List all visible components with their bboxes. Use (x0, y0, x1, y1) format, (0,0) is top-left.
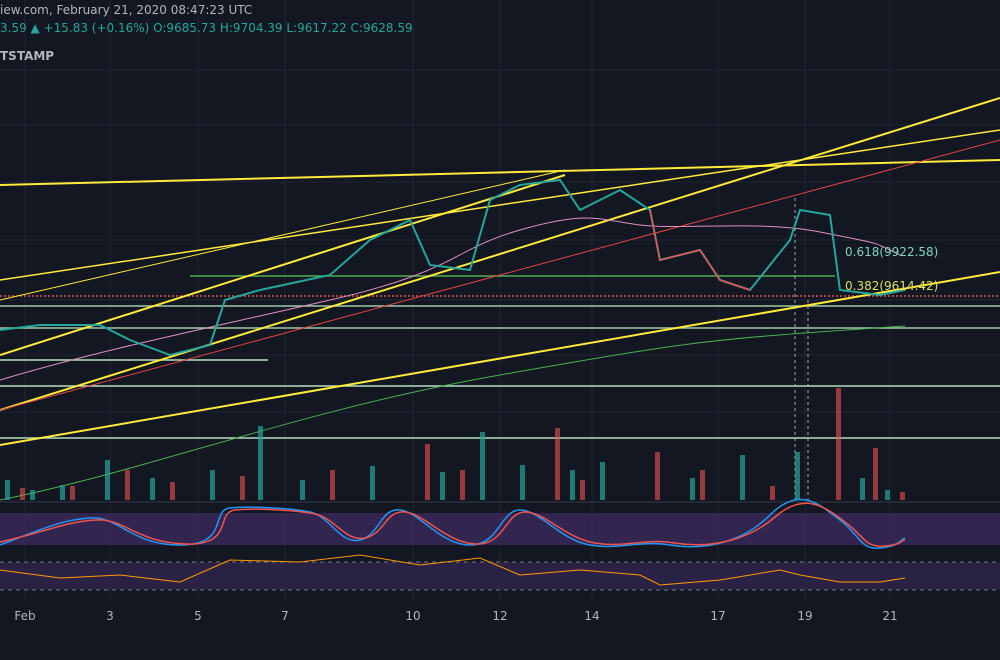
stoch-band (0, 513, 1000, 545)
stoch-d (0, 502, 906, 547)
exchange: TSTAMP (0, 49, 54, 63)
fib-label: 0.618(9922.58) (845, 245, 938, 259)
source-line: iew.com, February 21, 2020 08:47:23 UTC (0, 3, 252, 17)
x-tick-label: 19 (797, 609, 812, 623)
x-tick-label: Feb (14, 609, 35, 623)
x-tick-label: 12 (492, 609, 507, 623)
levels (0, 198, 1000, 500)
x-tick-label: 21 (882, 609, 897, 623)
quote-line: 3.59 ▲ +15.83 (+0.16%) O:9685.73 H:9704.… (0, 21, 413, 35)
x-tick-label: 17 (710, 609, 725, 623)
price-line (0, 178, 906, 357)
x-axis: Feb 3 5 7 10 12 14 17 19 21 (14, 609, 897, 623)
price-down (649, 209, 751, 291)
volume-bars-red (20, 388, 905, 500)
rsi-line (0, 554, 906, 586)
grid (0, 0, 1000, 600)
trend-lines (0, 97, 1000, 501)
x-tick-label: 10 (405, 609, 420, 623)
fib-label: 0.382(9614.42) (845, 279, 938, 293)
x-tick-label: 5 (194, 609, 202, 623)
x-tick-label: 7 (281, 609, 289, 623)
x-tick-label: 3 (106, 609, 114, 623)
x-tick-label: 14 (584, 609, 599, 623)
